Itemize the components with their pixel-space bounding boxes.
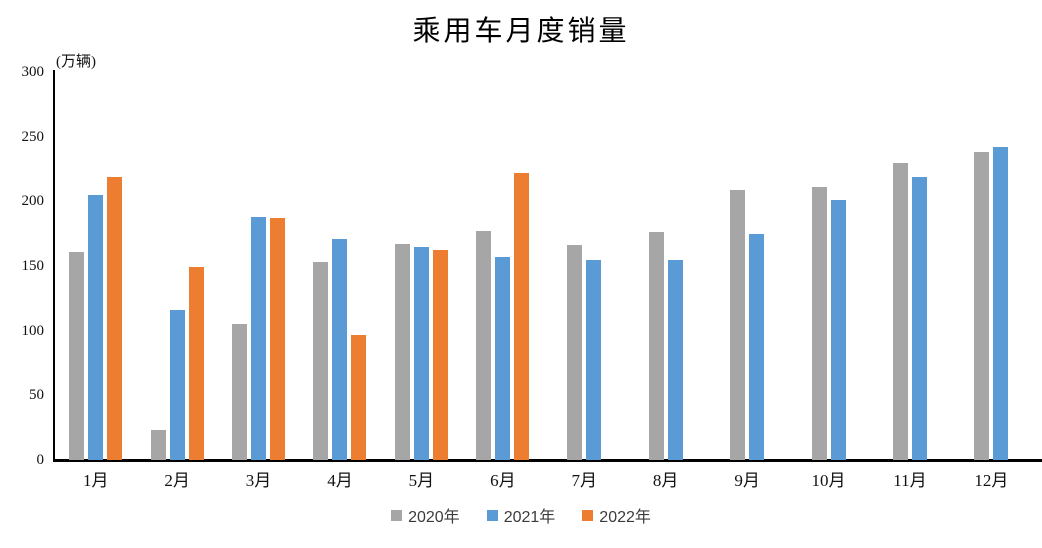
bar-2020年-2月 — [150, 430, 166, 460]
plot-area — [55, 72, 1032, 460]
bar-group-2月 — [136, 72, 217, 460]
y-axis-tick-label: 100 — [21, 322, 45, 339]
x-axis-labels: 1月 2月 3月 4月 5月 6月 7月 8月 9月 10月 11月 12月 — [55, 466, 1032, 491]
bar-2022年-4月 — [351, 334, 367, 460]
bar-2020年-7月 — [567, 245, 583, 460]
bar-2022年-6月 — [514, 172, 530, 460]
bar-2020年-12月 — [974, 152, 990, 460]
legend-label: 2020年 — [408, 509, 460, 526]
bar-2021年-2月 — [169, 309, 185, 460]
x-axis-label-6月: 6月 — [490, 471, 516, 490]
y-axis-tick-label: 150 — [21, 258, 45, 274]
chart-title: 乘用车月度销量 — [412, 16, 630, 47]
legend-marker-icon — [486, 509, 498, 521]
legend-label: 2022年 — [599, 509, 651, 526]
legend-item-2021年: 2021年 — [486, 503, 556, 527]
x-axis-label-3月: 3月 — [245, 471, 272, 490]
bar-2021年-5月 — [413, 246, 429, 460]
bar-group-8月 — [625, 72, 706, 460]
bar-group-6月 — [462, 72, 543, 460]
bar-2021年-9月 — [749, 233, 765, 460]
legend-marker-icon — [582, 509, 594, 521]
bar-2020年-6月 — [476, 231, 492, 460]
bar-2021年-6月 — [495, 256, 511, 460]
bar-2020年-9月 — [730, 189, 746, 460]
x-axis-label-11月: 11月 — [893, 471, 927, 490]
legend-marker-icon — [391, 509, 403, 521]
bar-2020年-8月 — [648, 232, 664, 460]
bar-2021年-4月 — [332, 238, 348, 460]
bar-2020年-3月 — [232, 324, 248, 460]
bar-2021年-11月 — [911, 176, 927, 460]
legend-item-2022年: 2022年 — [582, 503, 651, 527]
x-axis-label-4月: 4月 — [327, 471, 353, 490]
bar-group-4月 — [299, 72, 380, 460]
y-axis-tick-label: 200 — [21, 193, 45, 210]
bar-group-11月 — [869, 72, 950, 460]
bar-2022年-3月 — [270, 218, 286, 460]
bar-2020年-4月 — [313, 262, 329, 460]
x-axis-label-9月: 9月 — [734, 471, 760, 490]
x-axis-label-7月: 7月 — [571, 471, 597, 490]
bar-2021年-8月 — [667, 259, 683, 460]
bar-2022年-5月 — [432, 250, 448, 460]
x-axis — [53, 459, 1042, 462]
y-axis-unit-label: (万辆) — [56, 54, 96, 70]
x-axis-label-5月: 5月 — [408, 471, 435, 490]
bar-2021年-7月 — [586, 259, 602, 460]
x-axis-label-8月: 8月 — [652, 471, 679, 490]
bar-group-3月 — [218, 72, 299, 460]
bar-2020年-1月 — [69, 251, 85, 460]
y-axis-tick-label: 250 — [21, 128, 45, 145]
bar-2020年-5月 — [394, 244, 410, 460]
bar-2020年-10月 — [811, 187, 827, 460]
y-axis — [53, 70, 55, 462]
bar-group-9月 — [706, 72, 787, 460]
x-axis-label-12月: 12月 — [974, 471, 1009, 490]
legend-label: 2021年 — [503, 509, 556, 526]
bar-2021年-3月 — [251, 216, 267, 460]
bar-2021年-12月 — [993, 147, 1009, 460]
y-axis-tick-label: 300 — [21, 64, 45, 80]
y-axis-tick-label: 50 — [29, 387, 44, 404]
x-axis-label-10月: 10月 — [811, 471, 846, 490]
bar-group-7月 — [544, 72, 625, 460]
bar-2021年-10月 — [830, 200, 846, 460]
bar-2021年-1月 — [88, 194, 104, 460]
bar-group-1月 — [55, 72, 136, 460]
bar-group-5月 — [381, 72, 462, 460]
y-axis-tick-label: 0 — [36, 452, 45, 468]
bar-2020年-11月 — [892, 162, 908, 460]
bar-2022年-2月 — [188, 267, 204, 460]
legend-item-2020年: 2020年 — [391, 503, 460, 527]
bar-group-12月 — [951, 72, 1032, 460]
x-axis-label-2月: 2月 — [164, 471, 190, 490]
bar-2022年-1月 — [107, 176, 123, 460]
bar-group-10月 — [788, 72, 869, 460]
x-axis-label-1月: 1月 — [82, 471, 109, 490]
legend: 2020年 2021年 2022年 — [0, 503, 1042, 527]
